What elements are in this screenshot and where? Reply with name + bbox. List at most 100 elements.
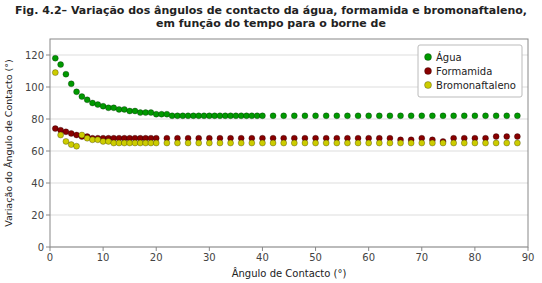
point	[68, 81, 74, 87]
tick-mark	[103, 247, 104, 251]
tick-label: 100	[25, 82, 44, 93]
tick-label: 0	[47, 252, 53, 263]
point	[504, 140, 510, 146]
point	[493, 113, 499, 119]
point	[217, 140, 223, 146]
point	[408, 140, 414, 146]
point	[313, 140, 319, 146]
tick-label: 10	[97, 252, 110, 263]
point	[344, 113, 350, 119]
point	[472, 140, 478, 146]
point	[387, 113, 393, 119]
point	[270, 113, 276, 119]
point	[259, 140, 265, 146]
point	[334, 140, 340, 146]
point	[196, 140, 202, 146]
tick-label: 50	[309, 252, 322, 263]
point	[451, 140, 457, 146]
point	[323, 113, 329, 119]
point	[419, 140, 425, 146]
legend-label: Bromonaftaleno	[436, 80, 516, 91]
tick-label: 90	[522, 252, 535, 263]
tick-label: 60	[31, 146, 44, 157]
tick-mark	[421, 247, 422, 251]
point	[63, 71, 69, 77]
tick-mark	[46, 215, 50, 216]
tick-mark	[46, 55, 50, 56]
tick-mark	[474, 247, 475, 251]
point	[344, 140, 350, 146]
point	[398, 140, 404, 146]
point	[249, 140, 255, 146]
point	[206, 140, 212, 146]
point	[376, 113, 382, 119]
point	[376, 140, 382, 146]
point	[52, 70, 58, 76]
tick-mark	[262, 247, 263, 251]
tick-mark	[46, 183, 50, 184]
point	[302, 140, 308, 146]
tick-label: 0	[38, 242, 44, 253]
tick-mark	[156, 247, 157, 251]
point	[461, 113, 467, 119]
point	[74, 143, 80, 149]
tick-label: 40	[256, 252, 269, 263]
point	[504, 134, 510, 140]
point	[323, 140, 329, 146]
point	[334, 113, 340, 119]
legend-marker	[425, 68, 432, 75]
x-axis-label: Ângulo de Contacto (°)	[232, 267, 347, 279]
tick-label: 30	[203, 252, 216, 263]
point	[84, 97, 90, 103]
y-axis-label: Variação do Ângulo de Contacto (°)	[3, 59, 14, 227]
point	[514, 134, 520, 140]
point	[440, 113, 446, 119]
point	[281, 113, 287, 119]
point	[398, 113, 404, 119]
point	[514, 140, 520, 146]
chart: Fig. 4.2– Variação dos ângulos de contac…	[0, 0, 542, 283]
tick-mark	[46, 151, 50, 152]
point	[228, 140, 234, 146]
grid-line	[50, 119, 528, 120]
tick-label: 20	[150, 252, 163, 263]
plot-area	[52, 55, 520, 149]
point	[429, 140, 435, 146]
tick-label: 20	[31, 210, 44, 221]
point	[281, 140, 287, 146]
plot-frame	[50, 39, 528, 247]
point	[58, 132, 64, 138]
point	[174, 140, 180, 146]
legend: ÁguaFormamidaBromonaftaleno	[418, 45, 522, 97]
tick-mark	[528, 247, 529, 251]
point	[79, 132, 85, 138]
point	[302, 113, 308, 119]
grid-line	[50, 215, 528, 216]
tick-mark	[368, 247, 369, 251]
tick-label: 120	[25, 50, 44, 61]
point	[79, 94, 85, 100]
point	[408, 113, 414, 119]
series	[52, 55, 520, 119]
point	[440, 140, 446, 146]
point	[504, 113, 510, 119]
point	[493, 140, 499, 146]
point	[355, 113, 361, 119]
point	[514, 113, 520, 119]
point	[355, 140, 361, 146]
series	[52, 70, 520, 150]
point	[63, 138, 69, 144]
point	[366, 140, 372, 146]
point	[483, 140, 489, 146]
point	[472, 113, 478, 119]
point	[429, 113, 435, 119]
legend-marker	[425, 82, 432, 89]
point	[52, 55, 58, 61]
tick-mark	[209, 247, 210, 251]
point	[366, 113, 372, 119]
point	[153, 140, 159, 146]
point	[451, 113, 457, 119]
point	[291, 113, 297, 119]
point	[164, 140, 170, 146]
point	[313, 113, 319, 119]
